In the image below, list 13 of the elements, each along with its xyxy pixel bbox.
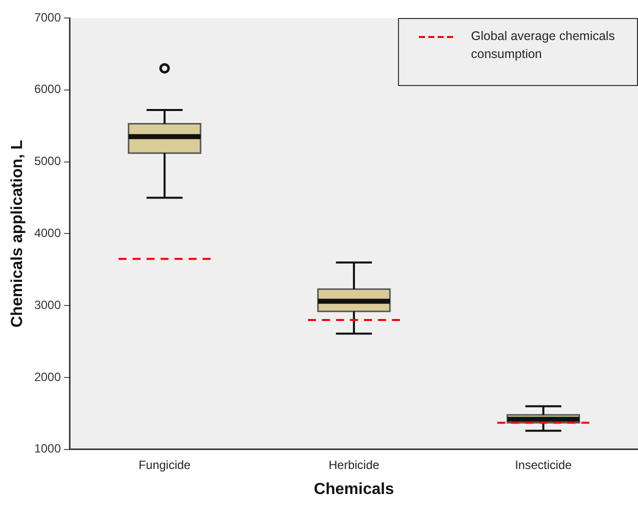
y-tick-label: 2000 — [34, 370, 62, 384]
y-tick-label: 3000 — [34, 298, 62, 312]
y-tick-label: 4000 — [34, 226, 62, 240]
legend-label: Global average chemicals consumption — [471, 28, 616, 63]
x-axis-title: Chemicals — [314, 480, 394, 498]
y-tick-label: 6000 — [34, 82, 62, 96]
x-tick-label: Fungicide — [138, 458, 191, 472]
x-tick-label: Insecticide — [514, 458, 572, 472]
x-tick-label: Herbicide — [328, 458, 380, 472]
y-tick-label: 1000 — [34, 442, 62, 456]
y-tick-label: 5000 — [34, 154, 62, 168]
y-tick-label: 7000 — [34, 10, 62, 24]
y-axis-title: Chemicals application, L — [9, 140, 26, 328]
